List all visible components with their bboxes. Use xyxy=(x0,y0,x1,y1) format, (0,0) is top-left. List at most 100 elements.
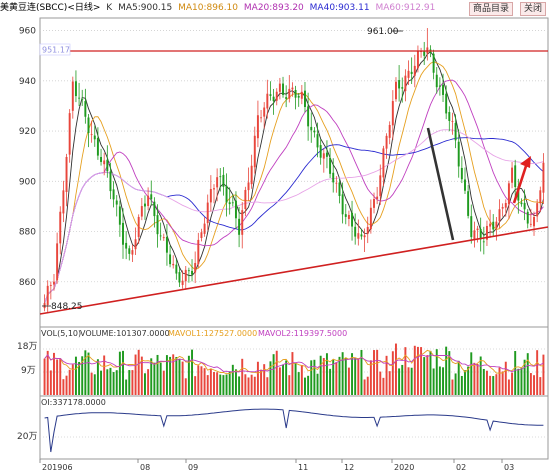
candle-body xyxy=(454,122,457,141)
candle-body xyxy=(253,135,256,168)
candle-body xyxy=(278,83,281,92)
candle-body xyxy=(187,270,190,272)
candle-body xyxy=(56,243,59,281)
volume-bar xyxy=(285,360,288,395)
volume-bar xyxy=(134,354,137,395)
volume-bar xyxy=(49,370,52,395)
ma10-line xyxy=(44,61,544,304)
volume-bar xyxy=(398,368,401,395)
volume-bar xyxy=(118,351,121,395)
volume-bar xyxy=(485,370,488,395)
candle-body xyxy=(241,210,244,235)
volume-bar xyxy=(341,352,344,395)
close-button[interactable]: 关闭 xyxy=(520,2,547,16)
volume-bar xyxy=(416,346,419,395)
volume-bar xyxy=(322,358,325,395)
candle-body xyxy=(442,84,445,95)
candle-body xyxy=(74,81,77,97)
mavol2-value: MAVOL2:119397.5000 xyxy=(258,329,347,338)
volume-label: VOL(5,10) xyxy=(41,329,81,338)
volume-bar xyxy=(391,351,394,395)
candle-body xyxy=(93,135,96,140)
volume-bar xyxy=(410,367,413,395)
candle-body xyxy=(338,182,341,196)
volume-bar xyxy=(275,350,278,395)
volume-bar xyxy=(526,353,529,395)
volume-bar xyxy=(388,371,391,395)
candle-body xyxy=(162,237,165,239)
candle-body xyxy=(504,203,507,208)
candle-body xyxy=(194,263,197,273)
price-tick-label: 920 xyxy=(19,127,36,137)
candle-body xyxy=(238,218,241,235)
volume-bar xyxy=(373,350,375,395)
candle-body xyxy=(501,207,504,209)
volume-bar xyxy=(128,370,131,395)
candle-body xyxy=(150,194,153,200)
ma60-line xyxy=(44,129,544,304)
candle-body xyxy=(282,83,284,95)
volume-bar xyxy=(68,369,71,395)
candle-body xyxy=(329,157,332,174)
volume-bar xyxy=(442,367,445,395)
volume-bar xyxy=(454,373,457,395)
candle-body xyxy=(288,88,291,99)
volume-bar xyxy=(43,358,46,395)
candle-body xyxy=(109,171,112,192)
candle-body xyxy=(291,87,294,90)
volume-bar xyxy=(438,366,441,395)
volume-bar xyxy=(467,366,470,395)
volume-bar xyxy=(181,361,184,395)
volume-bar xyxy=(228,371,231,395)
candle-body xyxy=(423,51,426,56)
candle-body xyxy=(153,201,156,217)
volume-bar xyxy=(282,364,284,395)
volume-bar xyxy=(382,377,385,395)
volume-bar xyxy=(244,374,247,395)
volume-bar xyxy=(175,356,178,395)
volume-tick-18: 18万 xyxy=(17,342,37,352)
x-tick-label: 09 xyxy=(188,463,198,472)
candle-body xyxy=(115,200,118,205)
candle-body xyxy=(228,202,231,205)
volume-bar xyxy=(219,374,222,395)
candle-body xyxy=(514,165,517,188)
candle-body xyxy=(360,234,363,237)
volume-bar xyxy=(137,349,140,395)
candle-body xyxy=(285,97,288,99)
catalog-button[interactable]: 商品目录 xyxy=(469,2,514,16)
volume-bar xyxy=(514,351,517,395)
candle-body xyxy=(357,233,360,239)
volume-bar xyxy=(103,355,106,395)
volume-bar xyxy=(172,354,175,395)
volume-bar xyxy=(291,352,294,395)
volume-bar xyxy=(156,354,159,395)
volume-bar xyxy=(122,350,124,395)
candle-body xyxy=(366,226,369,234)
candle-body xyxy=(222,174,225,187)
candle-body xyxy=(511,167,514,183)
volume-bar xyxy=(470,352,473,395)
candle-body xyxy=(197,239,200,265)
high-label: 961.00 xyxy=(367,27,399,37)
candle-body xyxy=(143,203,146,207)
candle-body xyxy=(87,117,90,133)
volume-bar xyxy=(184,378,187,395)
volume-bar xyxy=(313,359,316,395)
candle-body xyxy=(464,179,466,191)
volume-bar xyxy=(351,353,354,395)
volume-bar xyxy=(71,364,74,395)
candle-body xyxy=(413,65,416,76)
candle-body xyxy=(128,248,131,254)
x-tick-label: 08 xyxy=(140,463,150,472)
volume-bar xyxy=(143,373,146,395)
volume-bar xyxy=(213,372,215,395)
volume-bar xyxy=(457,360,460,395)
candle-body xyxy=(275,91,278,101)
candle-body xyxy=(482,241,485,243)
candle-body xyxy=(209,189,212,203)
volume-bar xyxy=(162,370,165,395)
candle-body xyxy=(134,239,137,250)
volume-bar xyxy=(325,353,328,395)
